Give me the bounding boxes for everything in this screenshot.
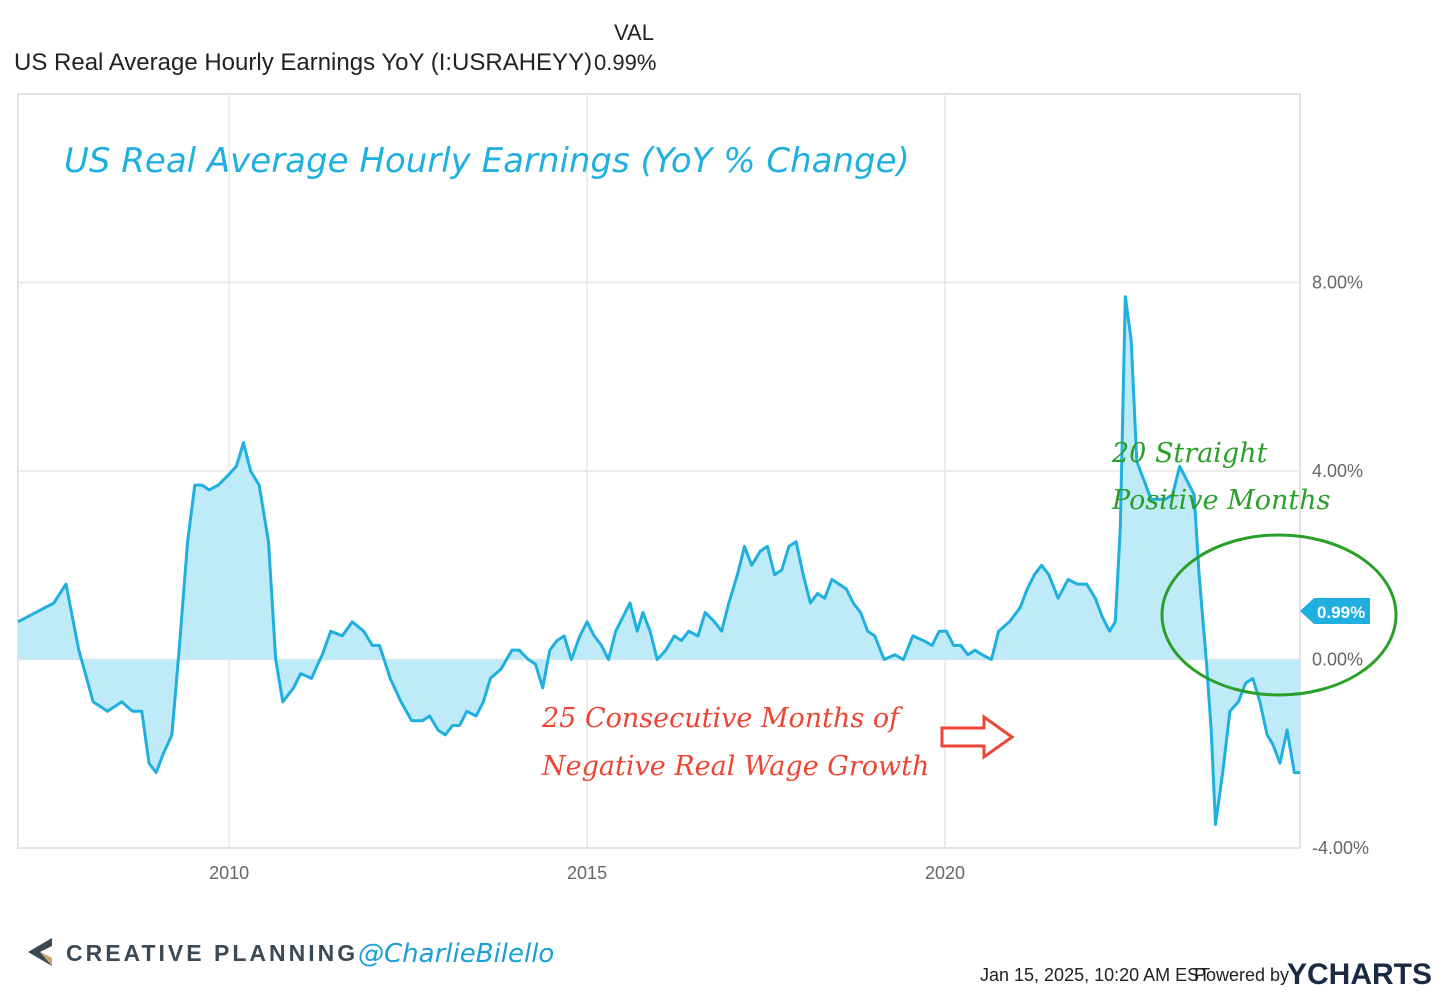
- brand-name: CREATIVE PLANNING: [66, 940, 358, 966]
- ycharts-logo: YCHARTS: [1287, 958, 1432, 991]
- x-tick-label: 2010: [209, 863, 249, 883]
- legend-series-name: US Real Average Hourly Earnings YoY (I:U…: [14, 49, 592, 76]
- last-value-flag: 0.99%: [1300, 598, 1370, 624]
- axis-ticks: -4.00% 0.00% 4.00% 8.00% 2010 2015 2020: [209, 273, 1369, 884]
- last-value-flag-shape: [1300, 598, 1370, 624]
- logo-accent: [40, 952, 52, 966]
- legend-value: 0.99%: [594, 50, 656, 75]
- footer-timestamp: Jan 15, 2025, 10:20 AM EST: [980, 965, 1210, 985]
- footer-powered-by: Powered by: [1194, 965, 1289, 985]
- creative-planning-logo-icon: [28, 938, 52, 966]
- y-tick-label: -4.00%: [1312, 838, 1369, 858]
- negative-annotation-line1: 25 Consecutive Months of: [541, 703, 903, 734]
- twitter-handle: @CharlieBilello: [358, 939, 554, 969]
- last-value-label: 0.99%: [1317, 603, 1365, 622]
- x-tick-label: 2020: [925, 863, 965, 883]
- series-line: [17, 295, 1300, 826]
- legend-column-header: VAL: [614, 20, 654, 45]
- negative-annotation-line2: Negative Real Wage Growth: [541, 751, 929, 782]
- positive-annotation-line2: Positive Months: [1111, 485, 1331, 516]
- positive-annotation-line1: 20 Straight: [1111, 438, 1268, 469]
- series-layer: [17, 295, 1300, 826]
- highlight-circle: [1160, 533, 1398, 697]
- y-tick-label: 0.00%: [1312, 650, 1363, 670]
- right-arrow-icon: [940, 714, 1015, 760]
- chart-title: US Real Average Hourly Earnings (YoY % C…: [64, 141, 910, 181]
- y-tick-label: 8.00%: [1312, 273, 1363, 293]
- x-tick-label: 2015: [567, 863, 607, 883]
- y-tick-label: 4.00%: [1312, 461, 1363, 481]
